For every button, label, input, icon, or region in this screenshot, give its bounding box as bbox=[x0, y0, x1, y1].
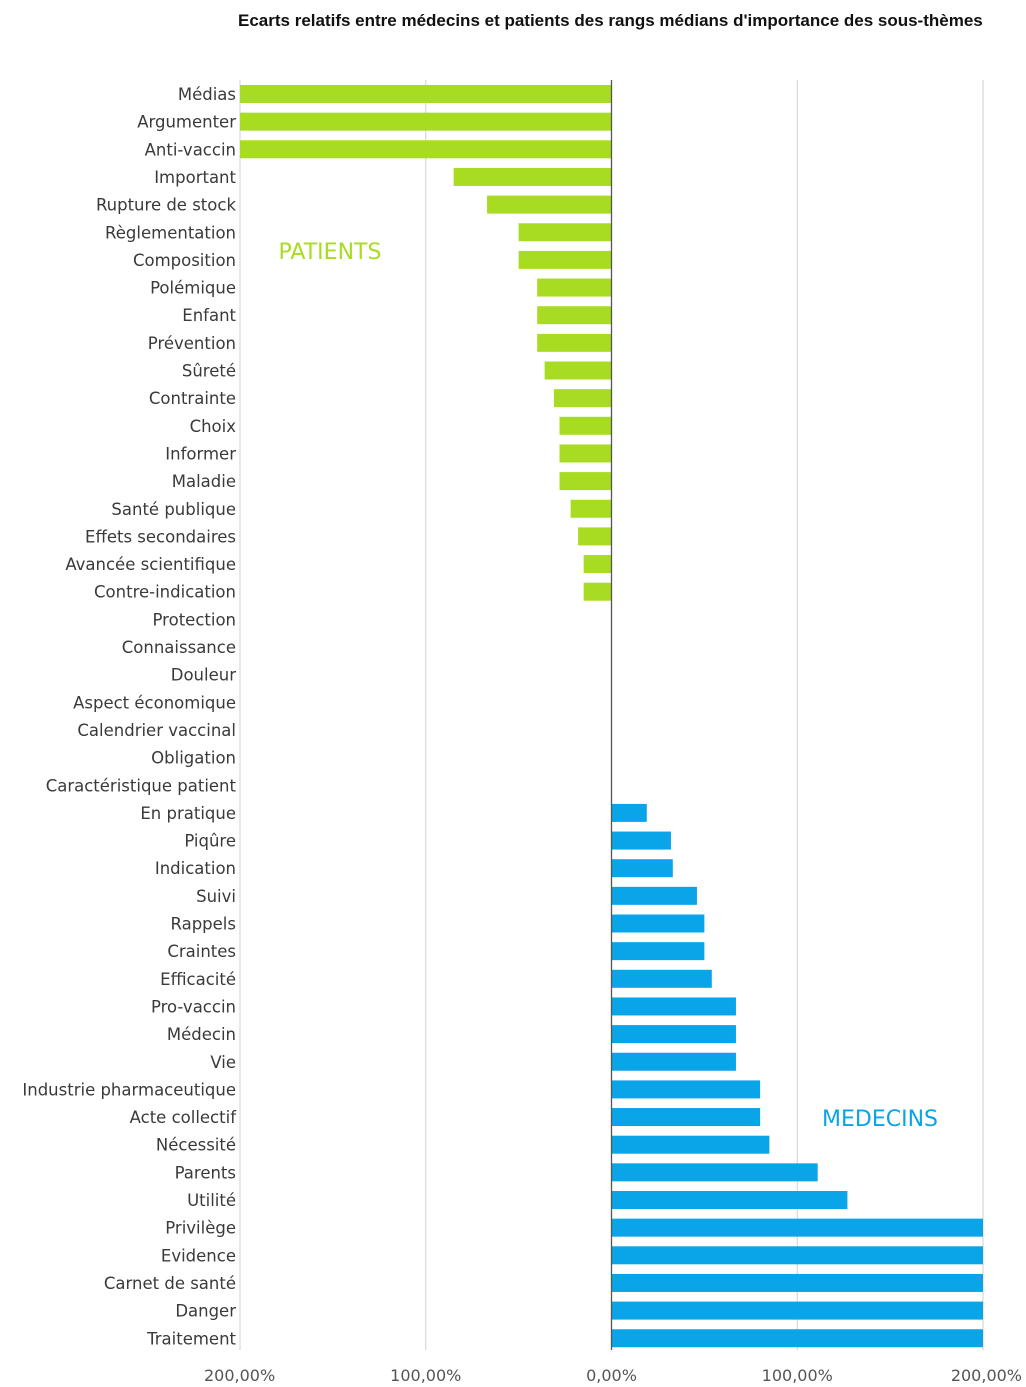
category-label: Calendrier vaccinal bbox=[77, 721, 236, 740]
x-tick-label: 200,00% bbox=[951, 1366, 1022, 1385]
bar bbox=[611, 1301, 983, 1320]
category-label: Rupture de stock bbox=[96, 196, 237, 215]
bar bbox=[611, 1108, 761, 1127]
x-tick-label: 100,00% bbox=[762, 1366, 833, 1385]
bar bbox=[611, 1246, 983, 1265]
category-label: Polémique bbox=[150, 279, 236, 298]
x-tick-label: 200,00% bbox=[204, 1366, 275, 1385]
bar bbox=[537, 306, 612, 325]
bar bbox=[611, 914, 705, 933]
annotation-label: MEDECINS bbox=[822, 1107, 938, 1132]
annotation-label: PATIENTS bbox=[279, 240, 382, 265]
bar bbox=[611, 1052, 736, 1071]
category-label: Parents bbox=[175, 1163, 236, 1182]
bar bbox=[611, 969, 712, 988]
category-label: Privilège bbox=[165, 1219, 236, 1238]
category-label: Informer bbox=[165, 444, 236, 463]
bar bbox=[240, 140, 612, 159]
x-tick-label: 100,00% bbox=[390, 1366, 461, 1385]
bar bbox=[570, 499, 612, 518]
bar bbox=[611, 1191, 848, 1209]
bar bbox=[611, 1163, 818, 1182]
category-label: Médecin bbox=[167, 1025, 236, 1044]
category-label: Obligation bbox=[151, 749, 236, 768]
bar bbox=[518, 250, 612, 269]
category-label: Avancée scientifique bbox=[65, 555, 236, 574]
category-label: Choix bbox=[190, 417, 237, 436]
category-label: Acte collectif bbox=[130, 1108, 238, 1127]
bar bbox=[487, 195, 612, 214]
bar bbox=[544, 361, 612, 380]
category-label: Règlementation bbox=[105, 223, 236, 242]
bar bbox=[240, 112, 612, 131]
bar bbox=[553, 389, 612, 408]
bar bbox=[611, 997, 736, 1016]
category-label: Utilité bbox=[187, 1191, 236, 1210]
category-label: Anti-vaccin bbox=[145, 140, 236, 159]
category-label: Nécessité bbox=[156, 1136, 236, 1155]
category-label: Argumenter bbox=[137, 113, 236, 132]
category-label: Aspect économique bbox=[73, 693, 236, 712]
bar bbox=[611, 1329, 983, 1348]
bar bbox=[611, 1273, 983, 1292]
bar bbox=[453, 167, 612, 186]
bar bbox=[611, 1025, 736, 1044]
x-tick-label: 0,00% bbox=[586, 1366, 637, 1385]
bar bbox=[240, 85, 612, 103]
category-label: Vie bbox=[210, 1053, 236, 1072]
category-label: Effets secondaires bbox=[85, 527, 236, 546]
category-label: Craintes bbox=[167, 942, 236, 961]
category-label: Rappels bbox=[171, 915, 237, 934]
bar bbox=[611, 1135, 770, 1154]
category-label: Efficacité bbox=[160, 970, 236, 989]
bar bbox=[611, 859, 673, 878]
category-label: Suivi bbox=[196, 887, 236, 906]
category-label: Connaissance bbox=[122, 638, 236, 657]
bar bbox=[583, 555, 612, 574]
bar bbox=[578, 527, 612, 546]
bar bbox=[611, 803, 647, 822]
bar bbox=[611, 886, 697, 905]
bar bbox=[611, 1080, 761, 1099]
bar bbox=[583, 582, 612, 601]
category-label: En pratique bbox=[140, 804, 236, 823]
category-label: Indication bbox=[155, 859, 236, 878]
bar bbox=[611, 1218, 983, 1237]
bar bbox=[611, 942, 705, 961]
bar bbox=[518, 223, 612, 242]
category-label: Piqûre bbox=[184, 832, 236, 851]
category-label: Sûreté bbox=[182, 362, 236, 381]
category-label: Caractéristique patient bbox=[46, 776, 237, 795]
bar bbox=[559, 472, 612, 491]
category-label: Industrie pharmaceutique bbox=[22, 1080, 236, 1099]
category-label: Traitement bbox=[146, 1329, 236, 1348]
category-label: Enfant bbox=[182, 306, 236, 325]
chart-title: Ecarts relatifs entre médecins et patien… bbox=[238, 11, 983, 30]
category-label: Prévention bbox=[148, 334, 236, 353]
category-label: Santé publique bbox=[111, 500, 236, 519]
category-label: Médias bbox=[178, 85, 236, 104]
category-label: Protection bbox=[153, 610, 236, 629]
category-label: Contrainte bbox=[149, 389, 236, 408]
bar bbox=[559, 416, 612, 435]
category-label: Contre-indication bbox=[94, 583, 236, 602]
category-label: Important bbox=[154, 168, 236, 187]
bar bbox=[537, 278, 612, 297]
category-label: Carnet de santé bbox=[104, 1274, 236, 1293]
category-label: Pro-vaccin bbox=[151, 997, 236, 1016]
bar bbox=[611, 831, 671, 850]
bar bbox=[559, 444, 612, 463]
category-label: Composition bbox=[133, 251, 236, 270]
category-label: Evidence bbox=[161, 1246, 236, 1265]
bar bbox=[537, 333, 612, 352]
category-label: Douleur bbox=[171, 666, 236, 685]
category-label: Maladie bbox=[172, 472, 236, 491]
category-label: Danger bbox=[175, 1302, 236, 1321]
